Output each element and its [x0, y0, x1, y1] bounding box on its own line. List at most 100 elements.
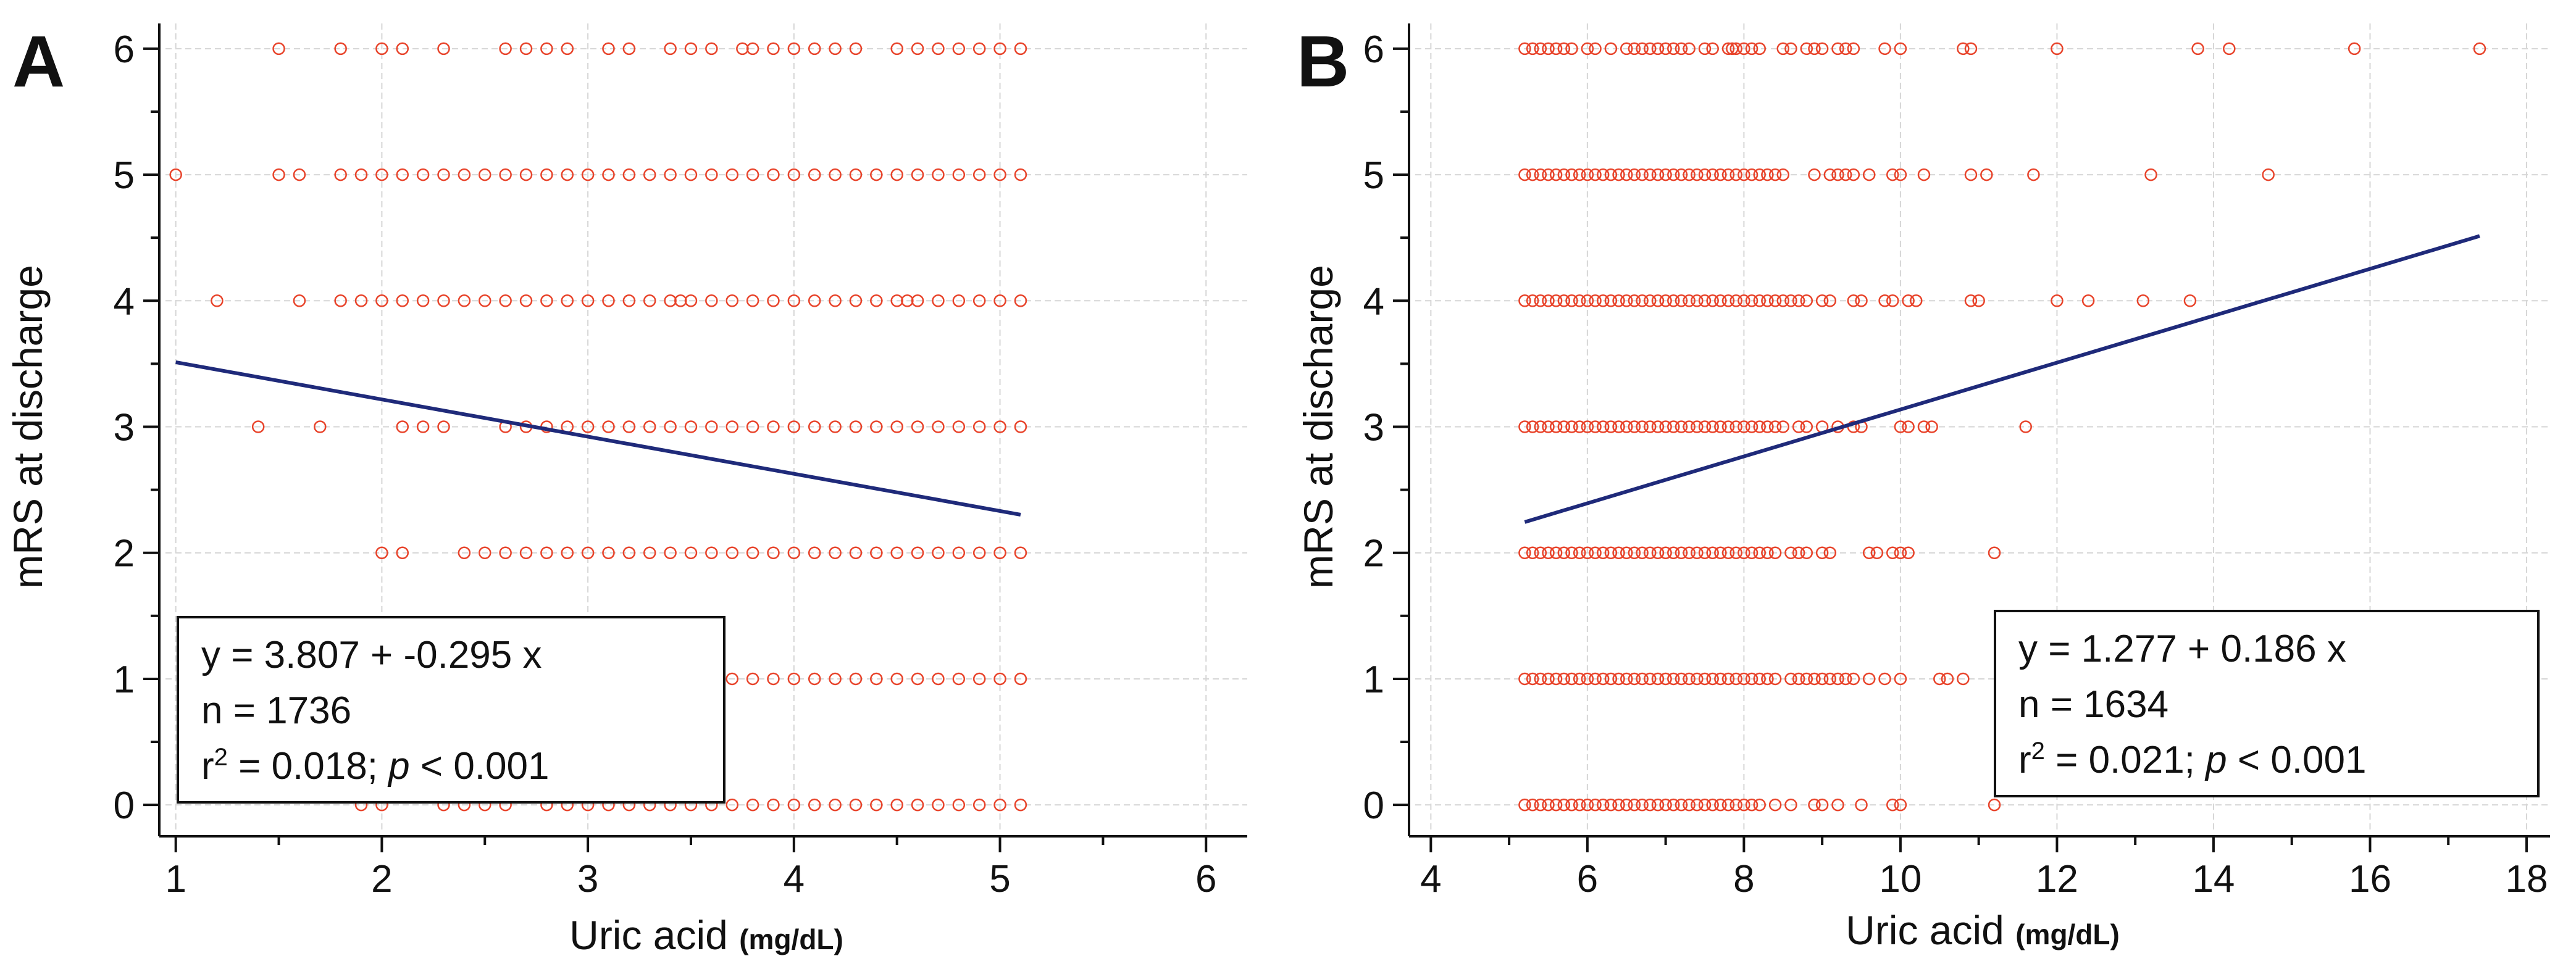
data-point [1518, 672, 1531, 686]
data-point [1659, 420, 1672, 433]
data-point [1636, 168, 1649, 181]
data-point [1542, 798, 1555, 812]
data-point [1667, 168, 1680, 181]
data-point [705, 294, 718, 307]
data-point [1784, 42, 1797, 56]
data-point [993, 672, 1006, 686]
data-point [1644, 546, 1657, 559]
data-point [1706, 294, 1719, 307]
data-point [767, 672, 780, 686]
data-point [1644, 420, 1657, 433]
data-point [1542, 546, 1555, 559]
data-point [952, 546, 966, 559]
data-point [1886, 168, 1899, 181]
data-point [1573, 546, 1586, 559]
annotation-box [177, 616, 726, 804]
data-point [1573, 672, 1586, 686]
data-point [1542, 672, 1555, 686]
data-point [993, 42, 1006, 56]
data-point [519, 42, 533, 56]
data-point [1706, 420, 1719, 433]
data-point [540, 168, 553, 181]
data-point [479, 546, 491, 559]
data-point [272, 168, 285, 181]
data-point [622, 294, 636, 307]
data-point [664, 168, 677, 181]
r-symbol: r [201, 745, 214, 788]
annotation-box [1994, 610, 2540, 797]
data-point [932, 672, 945, 686]
data-point [1839, 672, 1852, 686]
data-point [952, 42, 966, 56]
p-symbol: p [387, 745, 409, 788]
data-point [746, 672, 759, 686]
data-point [1604, 42, 1618, 56]
data-point [1729, 798, 1742, 812]
data-point [726, 672, 738, 686]
data-point [1683, 546, 1696, 559]
data-point [993, 546, 1006, 559]
data-point [767, 168, 780, 181]
data-point [1745, 546, 1758, 559]
data-point [1581, 42, 1594, 56]
data-point [1683, 672, 1696, 686]
data-point [890, 420, 903, 433]
data-point [1815, 798, 1829, 812]
data-point [1894, 42, 1907, 56]
data-point [1894, 672, 1907, 686]
data-point [375, 546, 388, 559]
data-point [1831, 672, 1844, 686]
data-point [1738, 798, 1750, 812]
data-point [746, 294, 759, 307]
data-point [911, 546, 924, 559]
y-tick-label: 5 [1363, 154, 1384, 197]
data-point [1761, 420, 1774, 433]
data-point [1862, 168, 1876, 181]
data-point [1839, 42, 1852, 56]
data-point [1870, 546, 1884, 559]
data-point [808, 798, 821, 812]
data-point [1917, 168, 1931, 181]
y-axis-title: mRS at discharge [1295, 265, 1341, 589]
data-point [1691, 420, 1704, 433]
data-point [849, 672, 863, 686]
data-point [1933, 672, 1946, 686]
data-point [829, 546, 842, 559]
data-point [726, 294, 738, 307]
data-point [932, 294, 945, 307]
data-point [1542, 168, 1555, 181]
data-point [1526, 168, 1539, 181]
data-point [1518, 168, 1531, 181]
data-point [1573, 168, 1586, 181]
data-point [1902, 294, 1915, 307]
data-point [1573, 798, 1586, 812]
data-point [1659, 546, 1672, 559]
data-point [1644, 294, 1657, 307]
data-point [1675, 168, 1688, 181]
data-point [1675, 546, 1688, 559]
data-point [211, 294, 224, 307]
data-point [1917, 420, 1931, 433]
data-point [499, 294, 512, 307]
data-point [479, 294, 491, 307]
data-point [1768, 420, 1782, 433]
data-point [1628, 672, 1641, 686]
data-point [1753, 42, 1766, 56]
data-point [664, 546, 677, 559]
data-point [1847, 42, 1860, 56]
data-point [1573, 420, 1586, 433]
data-point [993, 420, 1006, 433]
data-point [272, 42, 285, 56]
data-point [911, 168, 924, 181]
data-point [314, 420, 327, 433]
data-point [829, 798, 842, 812]
data-point [2051, 294, 2064, 307]
data-point [1972, 294, 1985, 307]
data-point [396, 420, 409, 433]
data-point [1612, 798, 1625, 812]
data-point [787, 294, 801, 307]
data-point [1729, 546, 1742, 559]
data-point [1738, 546, 1750, 559]
data-point [396, 42, 409, 56]
